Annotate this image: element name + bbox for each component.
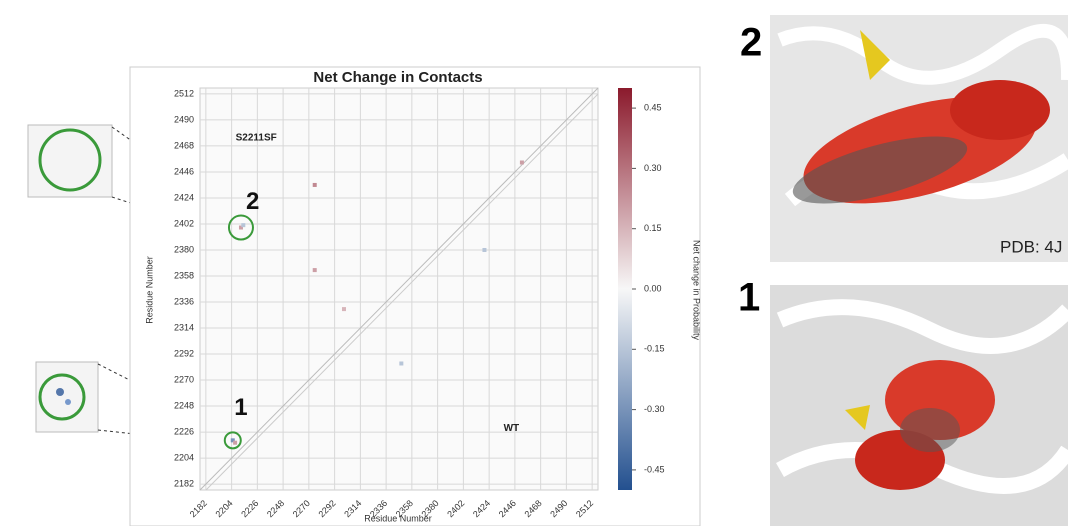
- contact-cell: [238, 225, 243, 230]
- y-tick-label: 2380: [174, 244, 194, 254]
- zoom-dot: [56, 388, 64, 396]
- y-tick-label: 2292: [174, 348, 194, 358]
- contact-cell: [241, 223, 246, 228]
- y-tick-label: 2424: [174, 192, 194, 202]
- zoom-dot: [65, 399, 71, 405]
- highlight-circle: [223, 431, 242, 450]
- colorbar-tick-label: 0.45: [644, 102, 662, 112]
- y-tick-label: 2512: [174, 88, 194, 98]
- colorbar-tick-label: 0.00: [644, 283, 662, 293]
- pdb-label: PDB: 4J: [1000, 237, 1062, 256]
- y-tick-label: 2446: [174, 166, 194, 176]
- highlight-circle: [227, 214, 254, 241]
- contact-cell: [482, 247, 487, 252]
- y-tick-label: 2204: [174, 452, 194, 462]
- annotation: 1: [234, 394, 247, 421]
- contact-cell: [399, 361, 404, 366]
- annotation: WT: [504, 423, 520, 434]
- colorbar-tick-label: 0.15: [644, 223, 662, 233]
- panel-label: 2: [740, 21, 762, 65]
- y-tick-label: 2270: [174, 374, 194, 384]
- chart-title: Net Change in Contacts: [313, 69, 482, 86]
- y-tick-label: 2468: [174, 140, 194, 150]
- structure-panel: PDB: 4J: [770, 15, 1068, 262]
- contact-cell: [230, 438, 235, 443]
- contact-cell: [312, 268, 317, 273]
- annotation: 2: [246, 188, 259, 215]
- y-tick-label: 2490: [174, 114, 194, 124]
- y-tick-label: 2182: [174, 478, 194, 488]
- contact-cell: [519, 160, 524, 165]
- colorbar-tick-label: -0.30: [644, 404, 665, 414]
- y-tick-label: 2336: [174, 296, 194, 306]
- colorbar-label: Net change in Probability: [692, 240, 702, 341]
- colorbar-tick-label: 0.30: [644, 163, 662, 173]
- colorbar: [618, 88, 632, 490]
- zoom-circle: [38, 128, 102, 192]
- annotation: S2211SF: [236, 132, 277, 143]
- zoom-inset: [35, 361, 99, 433]
- contact-cell: [341, 307, 346, 312]
- colorbar-tick-label: -0.15: [644, 344, 665, 354]
- colorbar-tick-label: -0.45: [644, 464, 665, 474]
- y-tick-label: 2358: [174, 270, 194, 280]
- zoom-circle: [38, 373, 86, 421]
- diagonal: [199, 87, 599, 491]
- structure-panel: [770, 285, 1068, 526]
- contact-cell: [233, 440, 238, 445]
- y-tick-label: 2314: [174, 322, 194, 332]
- panel-label: 1: [738, 276, 760, 320]
- y-tick-label: 2248: [174, 400, 194, 410]
- y-axis-label: Residue Number: [144, 256, 154, 324]
- diagonal: [205, 93, 599, 491]
- x-axis-label: Residue Number: [364, 513, 432, 523]
- y-tick-label: 2402: [174, 218, 194, 228]
- zoom-inset: [27, 124, 113, 198]
- y-tick-label: 2226: [174, 426, 194, 436]
- contact-cell: [312, 182, 317, 187]
